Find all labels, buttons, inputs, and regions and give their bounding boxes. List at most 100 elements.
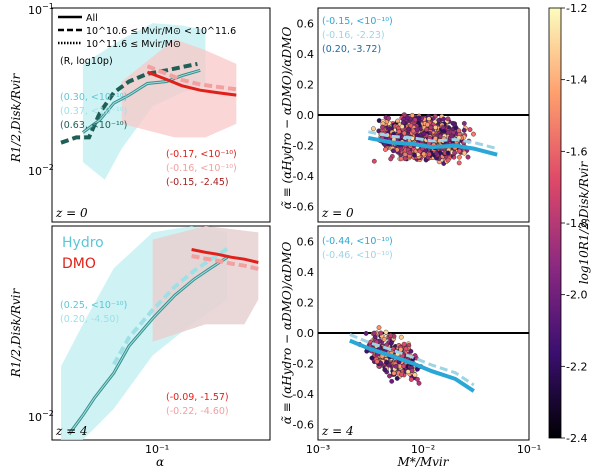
series-dmo-mid <box>146 64 237 92</box>
point <box>416 380 422 386</box>
point <box>380 124 385 130</box>
point <box>401 130 407 136</box>
point <box>395 118 401 124</box>
layer-tr <box>318 112 529 166</box>
point <box>461 150 467 156</box>
cb-ticklabel: -2.0 <box>566 289 587 302</box>
point <box>450 120 456 126</box>
colorbar-label: log10R1/2,Disk/Rvir <box>577 160 591 284</box>
point <box>449 133 455 139</box>
xtick-bl: 10⁻¹ <box>145 443 169 456</box>
point <box>414 376 420 382</box>
ytick-br: 0.2 <box>297 296 315 309</box>
point <box>388 333 393 338</box>
ytick-tr: -0.4 <box>293 170 314 183</box>
cb-ticklabel: -2.2 <box>566 360 587 373</box>
ytick-br: 0.6 <box>297 235 315 248</box>
point <box>384 359 389 365</box>
point <box>426 151 432 157</box>
annotation-br-0: (-0.44, <10⁻¹⁰) <box>322 236 393 247</box>
point <box>402 112 407 118</box>
ytick-tr: 0.0 <box>297 109 315 122</box>
point <box>411 152 417 158</box>
point <box>394 375 400 381</box>
xlabel-bl: α <box>156 455 164 468</box>
point <box>370 126 376 132</box>
point <box>421 131 427 137</box>
series-hydro-all <box>82 69 201 133</box>
annotation-tr-1: (-0.16, -2.23) <box>322 30 385 41</box>
ytick-bl-mid: 10−2 <box>28 409 54 424</box>
point <box>388 340 394 346</box>
point <box>382 147 388 152</box>
annotation-tr-0: (-0.15, <10⁻¹⁰) <box>322 16 393 27</box>
annotation-tl-3: (-0.17, <10⁻¹⁰) <box>166 149 237 160</box>
xlabel-br: M*/Mvir <box>397 455 450 468</box>
ytick-br: -0.4 <box>293 388 314 401</box>
cb-ticklabel: -1.2 <box>566 2 587 15</box>
point <box>456 128 462 134</box>
point <box>412 117 418 123</box>
point <box>408 377 414 382</box>
point <box>416 115 422 121</box>
point <box>387 126 393 132</box>
ylabel-bl: R1/2,Disk/Rvir <box>9 287 23 378</box>
point <box>414 127 420 133</box>
point <box>390 148 396 154</box>
zlabel-br: z = 4 <box>321 424 354 438</box>
ylabel-tr: α̃ ≡ (αHydro − αDMO)/αDMO <box>280 27 294 210</box>
point <box>433 125 438 130</box>
xtick-br-2: 10⁻² <box>411 443 435 456</box>
trend-mid-br <box>349 333 475 387</box>
zlabel-tr: z = 0 <box>321 206 354 220</box>
point <box>426 116 432 122</box>
point <box>409 368 415 374</box>
cb-ticklabel: -1.6 <box>566 145 587 158</box>
legend-high-label: 10^11.6 ≤ Mvir/M⊙ <box>86 39 181 50</box>
point <box>456 154 462 160</box>
point <box>393 363 399 369</box>
cb-ticklabel: -1.8 <box>566 217 587 230</box>
point <box>445 157 451 163</box>
series-hydro-mid <box>112 246 229 366</box>
point <box>363 330 369 336</box>
cb-ticklabel: -1.4 <box>566 74 587 87</box>
annotation-tl-4: (-0.16, <10⁻¹⁰) <box>166 163 237 174</box>
point <box>465 154 471 160</box>
yticks-br: 0.6 0.4 0.2 0.0 -0.2 -0.4 -0.6 <box>293 235 314 431</box>
point <box>461 121 467 126</box>
annotations-tr: (-0.15, <10⁻¹⁰) (-0.16, -2.23) (0.20, -3.7… <box>322 16 393 55</box>
point <box>405 369 411 375</box>
point <box>398 156 404 162</box>
dmo-band <box>121 39 237 138</box>
point <box>467 127 473 133</box>
ytick-tl-mid: 10−2 <box>28 163 54 178</box>
overlap-band <box>152 226 259 342</box>
point <box>374 359 380 364</box>
annotations-br: (-0.44, <10⁻¹⁰) (-0.46, <10⁻¹⁰) <box>322 236 393 261</box>
cb-ticklabel: -2.4 <box>566 432 587 445</box>
annotation-bl-2: (-0.09, -1.57) <box>166 392 229 403</box>
point <box>391 370 397 376</box>
point <box>399 124 405 130</box>
annotation-tl-2: (0.63, <10⁻¹⁰) <box>60 120 127 131</box>
trend-tr <box>367 135 498 157</box>
point <box>396 129 402 135</box>
point <box>471 131 476 137</box>
point <box>401 363 407 369</box>
point <box>456 160 462 166</box>
point <box>401 341 407 347</box>
ytick-br: -0.6 <box>293 419 314 432</box>
annotations-bl: (0.25, <10⁻¹⁰) (0.20, -4.50) (-0.09, -1.57… <box>60 300 229 417</box>
point <box>421 151 427 157</box>
legend-mid-label: 10^10.6 ≤ Mvir/M⊙ < 10^11.6 <box>86 26 236 37</box>
legend-all-label: All <box>86 13 98 24</box>
bands-tl <box>82 23 237 180</box>
ytick-br: 0.0 <box>297 327 315 340</box>
ytick-tr: 0.4 <box>297 48 315 61</box>
legend-dmo: DMO <box>62 256 96 272</box>
point <box>378 330 384 336</box>
point <box>407 150 413 156</box>
point <box>404 115 410 121</box>
